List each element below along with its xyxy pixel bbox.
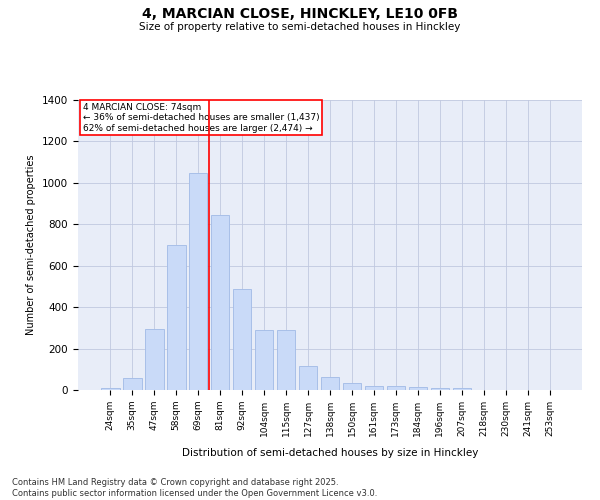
Bar [123,378,142,390]
Bar [145,329,164,390]
Bar [255,330,274,390]
Text: 4, MARCIAN CLOSE, HINCKLEY, LE10 0FB: 4, MARCIAN CLOSE, HINCKLEY, LE10 0FB [142,8,458,22]
Text: Size of property relative to semi-detached houses in Hinckley: Size of property relative to semi-detach… [139,22,461,32]
Bar [189,172,208,390]
Bar [452,388,471,390]
Text: Distribution of semi-detached houses by size in Hinckley: Distribution of semi-detached houses by … [182,448,478,458]
Bar [343,383,361,390]
Bar [233,288,251,390]
Text: Contains HM Land Registry data © Crown copyright and database right 2025.
Contai: Contains HM Land Registry data © Crown c… [12,478,377,498]
Bar [299,366,317,390]
Bar [365,386,383,390]
Bar [386,386,405,390]
Bar [167,245,185,390]
Bar [409,387,427,390]
Bar [277,330,295,390]
Bar [431,388,449,390]
Bar [211,215,229,390]
Text: 4 MARCIAN CLOSE: 74sqm
← 36% of semi-detached houses are smaller (1,437)
62% of : 4 MARCIAN CLOSE: 74sqm ← 36% of semi-det… [83,103,320,132]
Y-axis label: Number of semi-detached properties: Number of semi-detached properties [26,155,37,336]
Bar [101,388,119,390]
Bar [320,376,340,390]
